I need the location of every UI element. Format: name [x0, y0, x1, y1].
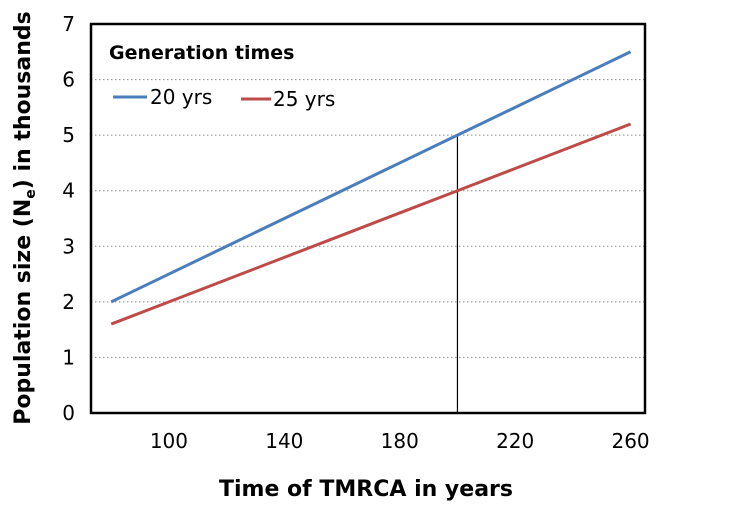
x-tick-label: 100: [150, 429, 188, 453]
series-line-1: [110, 122, 632, 326]
y-axis-title-main: Population size (N: [11, 199, 36, 425]
y-tick-label: 1: [62, 345, 75, 369]
x-tick-label: 220: [496, 429, 534, 453]
y-tick-label: 3: [62, 234, 75, 258]
y-tick-label: 7: [62, 12, 75, 36]
y-tick-label: 6: [62, 68, 75, 92]
y-tick-label: 4: [62, 179, 75, 203]
y-tick-label: 0: [62, 401, 75, 425]
x-tick-labels: 100 140 180 220 260: [150, 429, 650, 453]
legend-label-1: 25 yrs: [273, 87, 335, 111]
gridlines: [91, 79, 645, 358]
y-axis-title-subscript: e: [23, 189, 39, 199]
series-lines: [110, 50, 632, 326]
x-axis-title: Time of TMRCA in years: [219, 477, 513, 502]
x-tick-label: 180: [381, 429, 419, 453]
series-line-0: [110, 50, 632, 304]
y-tick-labels: 0 1 2 3 4 5 6 7: [62, 12, 75, 425]
legend: 20 yrs 25 yrs: [113, 85, 335, 111]
y-axis-title: Population size (Ne) in thousands: [11, 11, 39, 425]
y-axis-title-tail: ) in thousands: [11, 11, 36, 189]
plot-frame: [89, 22, 647, 415]
x-tick-label: 140: [265, 429, 303, 453]
x-tick-label: 260: [611, 429, 649, 453]
legend-label-0: 20 yrs: [150, 85, 212, 109]
y-tick-label: 5: [62, 123, 75, 147]
y-tick-label: 2: [62, 290, 75, 314]
legend-title: Generation times: [109, 42, 294, 64]
